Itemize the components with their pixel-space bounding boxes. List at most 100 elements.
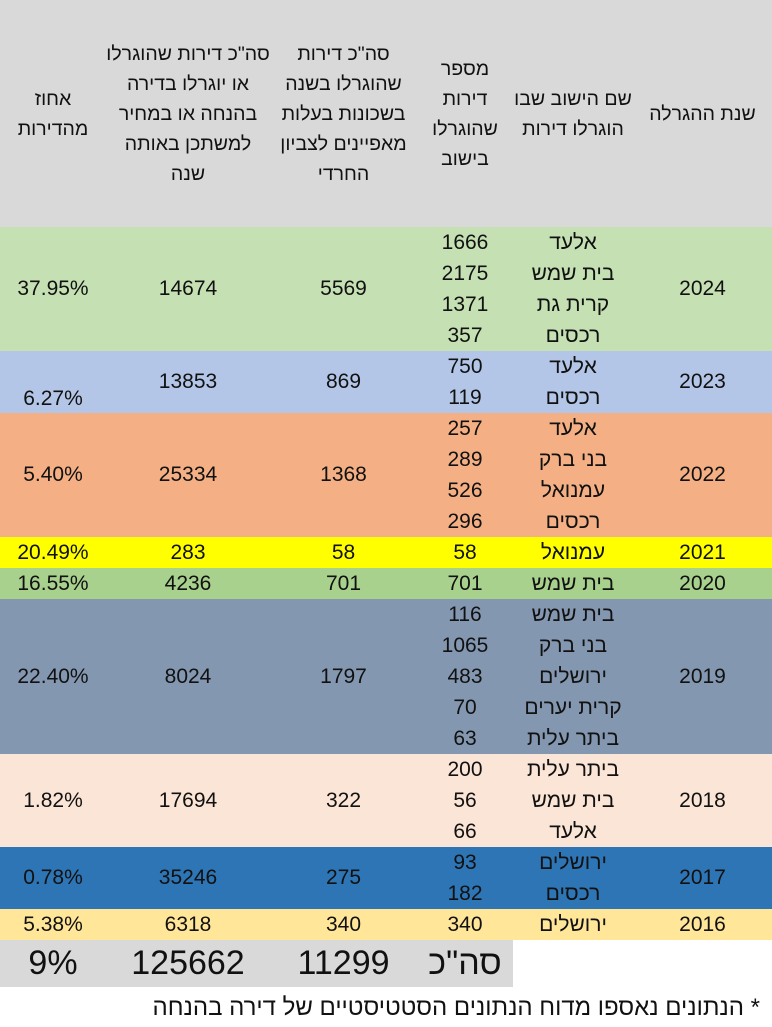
city-name: בית שמש: [531, 262, 615, 285]
city-cell: אלעד רכסים: [513, 351, 633, 413]
totals-total: 125662: [131, 944, 245, 982]
city-name: קרית יערים: [524, 696, 622, 719]
year-cell: 2022: [679, 463, 726, 486]
year-cell: 2018: [679, 788, 726, 812]
city-name: ירושלים: [539, 913, 607, 936]
apartment-count: 526: [447, 479, 483, 502]
city-name: ביתר עלית: [526, 758, 620, 781]
header-percent: אחוז מהדירות: [17, 87, 89, 140]
city-name: עמנואל: [540, 541, 606, 564]
total-cell: 8024: [164, 664, 212, 688]
percent-cell: 5.40%: [23, 463, 83, 486]
apartment-count: 701: [447, 572, 483, 595]
apartments-cell: 58: [417, 537, 513, 568]
percent-cell: 37.95%: [17, 277, 89, 300]
apartments-cell: 257 289 526 296: [417, 413, 513, 537]
table-row: 2019 בית שמש בני ברק ירושלים קרית יערים ביתר …: [0, 599, 772, 754]
apartments-cell: 93 182: [417, 847, 513, 909]
neighborhoods-cell: 1797: [320, 664, 367, 688]
city-name: רכסים: [545, 324, 601, 347]
city-name: קרית גת: [536, 293, 610, 316]
header-year: שנת ההגרלה: [649, 102, 756, 125]
table-row: 2018 ביתר עלית בית שמש אלעד 200 56 66 322 17694 1…: [0, 754, 772, 847]
apartments-cell: 116 1065 483 70 63: [417, 599, 513, 754]
apartment-count: 182: [447, 882, 483, 905]
city-cell: ביתר עלית בית שמש אלעד: [513, 754, 633, 847]
neighborhoods-cell: 701: [325, 571, 362, 595]
year-cell: 2021: [679, 540, 726, 564]
percent-cell: 6.27%: [23, 387, 83, 410]
percent-cell: 20.49%: [17, 540, 89, 564]
city-cell: בית שמש בני ברק ירושלים קרית יערים ביתר עלית: [513, 599, 633, 754]
table-row: 2017 ירושלים רכסים 93 182 275 35246 0.78%: [0, 847, 772, 909]
table-row: 2021 עמנואל 58 58 283 20.49%: [0, 537, 772, 568]
city-name: אלעד: [549, 355, 597, 378]
header-neighborhoods: סה"כ דירות שהוגרלו בשנה בשכונות בעלות מא…: [280, 42, 407, 185]
apartments-cell: 200 56 66: [417, 754, 513, 847]
total-cell: 283: [170, 540, 206, 564]
city-name: בני ברק: [538, 634, 608, 657]
apartment-count: 483: [447, 665, 483, 688]
neighborhoods-cell: 58: [331, 540, 356, 564]
city-name: בני ברק: [538, 448, 608, 471]
city-name: בית שמש: [531, 572, 615, 595]
city-name: ירושלים: [539, 851, 607, 874]
city-cell: אלעד בית שמש קרית גת רכסים: [513, 227, 633, 351]
apartment-count: 1371: [441, 293, 489, 316]
city-name: רכסים: [545, 510, 601, 533]
table-row: 2020 בית שמש 701 701 4236 16.55%: [0, 568, 772, 599]
year-cell: 2024: [679, 277, 726, 300]
apartment-count: 2175: [441, 262, 489, 285]
apartment-count: 357: [447, 324, 483, 347]
apartment-count: 750: [447, 355, 483, 378]
header-total: סה"כ דירות שהוגרלו או יוגרלו בדירה בהנחה…: [106, 42, 270, 185]
apartment-count: 296: [447, 510, 483, 533]
footnote: * הנתונים נאספו מדוח הנתונים הסטטיסטיים …: [152, 994, 760, 1021]
neighborhoods-cell: 5569: [320, 277, 367, 300]
apartment-count: 58: [453, 541, 477, 564]
city-name: עמנואל: [540, 479, 606, 502]
table-header: שנת ההגרלה שם הישוב שבו הוגרלו דירות מספ…: [0, 0, 772, 227]
city-name: אלעד: [549, 820, 597, 843]
year-cell: 2017: [679, 866, 726, 889]
total-cell: 35246: [158, 866, 218, 889]
apartment-count: 340: [447, 913, 483, 936]
apartments-cell: 1666 2175 1371 357: [417, 227, 513, 351]
apartment-count: 56: [453, 789, 477, 812]
totals-neighborhoods: 11299: [297, 944, 390, 982]
total-cell: 25334: [158, 463, 218, 486]
percent-cell: 16.55%: [17, 571, 89, 595]
city-cell: ירושלים רכסים: [513, 847, 633, 909]
total-cell: 13853: [158, 370, 218, 393]
apartment-count: 119: [448, 386, 482, 409]
apartments-cell: 340: [417, 909, 513, 940]
city-cell: ירושלים: [513, 909, 633, 940]
apartments-cell: 750 119: [417, 351, 513, 413]
city-name: אלעד: [549, 417, 597, 440]
table-row: 2023 אלעד רכסים 750 119 869 13853 6.27%: [0, 351, 772, 413]
total-cell: 14674: [158, 277, 218, 300]
totals-row: סה"כ 11299 125662 9%: [0, 940, 513, 987]
apartment-count: 66: [453, 820, 477, 843]
apartment-count: 289: [447, 448, 483, 471]
neighborhoods-cell: 322: [325, 788, 362, 812]
city-name: ביתר עלית: [526, 727, 620, 750]
apartment-count: 1065: [441, 634, 489, 657]
year-cell: 2016: [679, 912, 726, 936]
apartment-count: 93: [453, 851, 477, 874]
city-name: אלעד: [549, 231, 597, 254]
city-name: ירושלים: [539, 665, 607, 688]
apartment-count: 1666: [441, 231, 489, 254]
total-cell: 17694: [158, 788, 218, 812]
apartment-count: 200: [447, 758, 483, 781]
year-cell: 2023: [679, 370, 726, 393]
totals-percent: 9%: [28, 944, 78, 982]
apartment-count: 116: [448, 603, 482, 626]
city-cell: עמנואל: [513, 537, 633, 568]
table-row: 2024 אלעד בית שמש קרית גת רכסים 1666 2175 1371 3…: [0, 227, 772, 351]
year-cell: 2020: [679, 571, 726, 595]
neighborhoods-cell: 340: [325, 912, 362, 936]
apartment-count: 257: [447, 417, 483, 440]
percent-cell: 22.40%: [17, 664, 89, 688]
apartment-count: 63: [453, 727, 477, 750]
